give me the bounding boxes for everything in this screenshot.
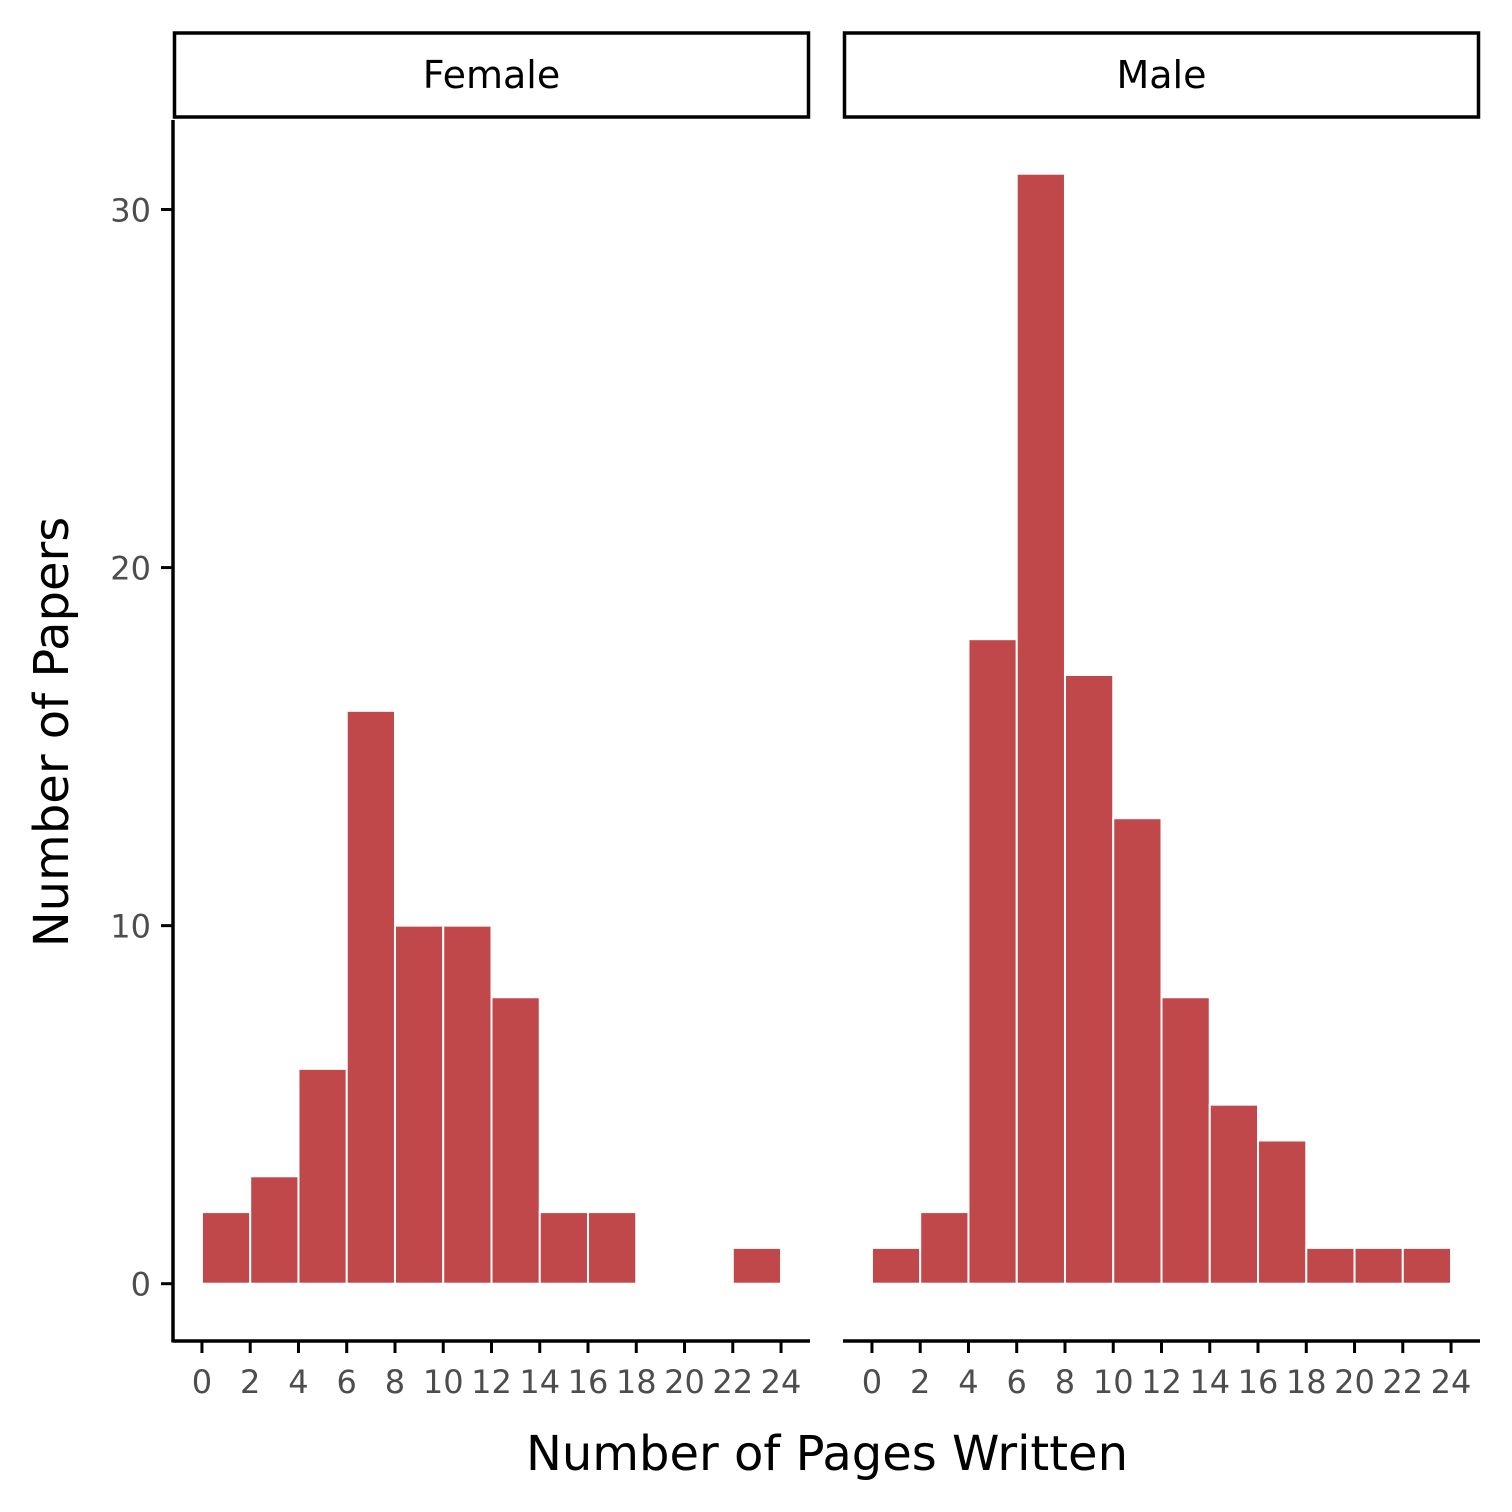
x-tick-label: 8: [385, 1363, 405, 1401]
x-tick-label: 2: [910, 1363, 930, 1401]
x-tick-label: 20: [1334, 1363, 1375, 1401]
facet-strip: [172, 31, 811, 119]
y-tick-label: 30: [110, 192, 151, 230]
x-tick-label: 14: [1189, 1363, 1230, 1401]
bar: [1257, 1139, 1308, 1285]
bar: [1160, 996, 1211, 1285]
x-tick-label: 18: [616, 1363, 657, 1401]
y-tick-label: 20: [110, 550, 151, 588]
bar: [442, 924, 493, 1285]
x-tick-label: 10: [423, 1363, 464, 1401]
x-tick-label: 8: [1055, 1363, 1075, 1401]
bar: [919, 1211, 970, 1285]
bar: [1015, 172, 1066, 1285]
x-tick-label: 6: [337, 1363, 357, 1401]
y-axis: 0 10 20 30: [110, 120, 175, 1343]
x-tick-label: 14: [519, 1363, 560, 1401]
x-tick-label: 0: [862, 1363, 882, 1401]
bar: [490, 996, 541, 1285]
x-tick-label: 18: [1286, 1363, 1327, 1401]
bar: [345, 709, 396, 1285]
x-tick-label: 0: [192, 1363, 212, 1401]
bars: [200, 709, 783, 1285]
bar: [587, 1211, 638, 1285]
x-tick-label: 4: [288, 1363, 308, 1401]
x-tick-label: 24: [761, 1363, 802, 1401]
x-tick-label: 2: [240, 1363, 260, 1401]
bar: [870, 1246, 922, 1285]
bar: [1063, 674, 1115, 1285]
x-tick-label: 24: [1431, 1363, 1472, 1401]
bar: [1112, 817, 1163, 1285]
x-tick-label: 12: [1141, 1363, 1182, 1401]
x-tick-label: 22: [712, 1363, 753, 1401]
x-tick-label: 16: [568, 1363, 609, 1401]
facet-strip-label: Female: [423, 53, 560, 97]
y-tick-label: 10: [110, 908, 151, 946]
bar: [297, 1067, 348, 1285]
x-tick-label: 4: [958, 1363, 978, 1401]
bar: [1208, 1103, 1260, 1285]
facet-strip-label: Male: [1116, 53, 1206, 97]
x-tick-label: 10: [1093, 1363, 1134, 1401]
x-tick-label: 16: [1238, 1363, 1279, 1401]
bar: [1401, 1246, 1453, 1285]
bar: [200, 1211, 252, 1285]
bar: [393, 924, 445, 1285]
bars: [870, 172, 1453, 1285]
facet-strip: [842, 31, 1481, 119]
bar: [1305, 1246, 1356, 1285]
bar: [249, 1175, 300, 1285]
y-tick-label: 0: [131, 1266, 151, 1304]
bar: [967, 638, 1018, 1285]
x-axis-title: Number of Pages Written: [526, 1426, 1128, 1482]
x-tick-label: 12: [471, 1363, 512, 1401]
y-axis-title: Number of Papers: [24, 517, 80, 948]
x-tick-label: 20: [664, 1363, 705, 1401]
bar: [1353, 1246, 1404, 1285]
bar: [538, 1211, 590, 1285]
x-tick-label: 22: [1382, 1363, 1423, 1401]
x-tick-label: 6: [1007, 1363, 1027, 1401]
bar: [731, 1246, 783, 1285]
